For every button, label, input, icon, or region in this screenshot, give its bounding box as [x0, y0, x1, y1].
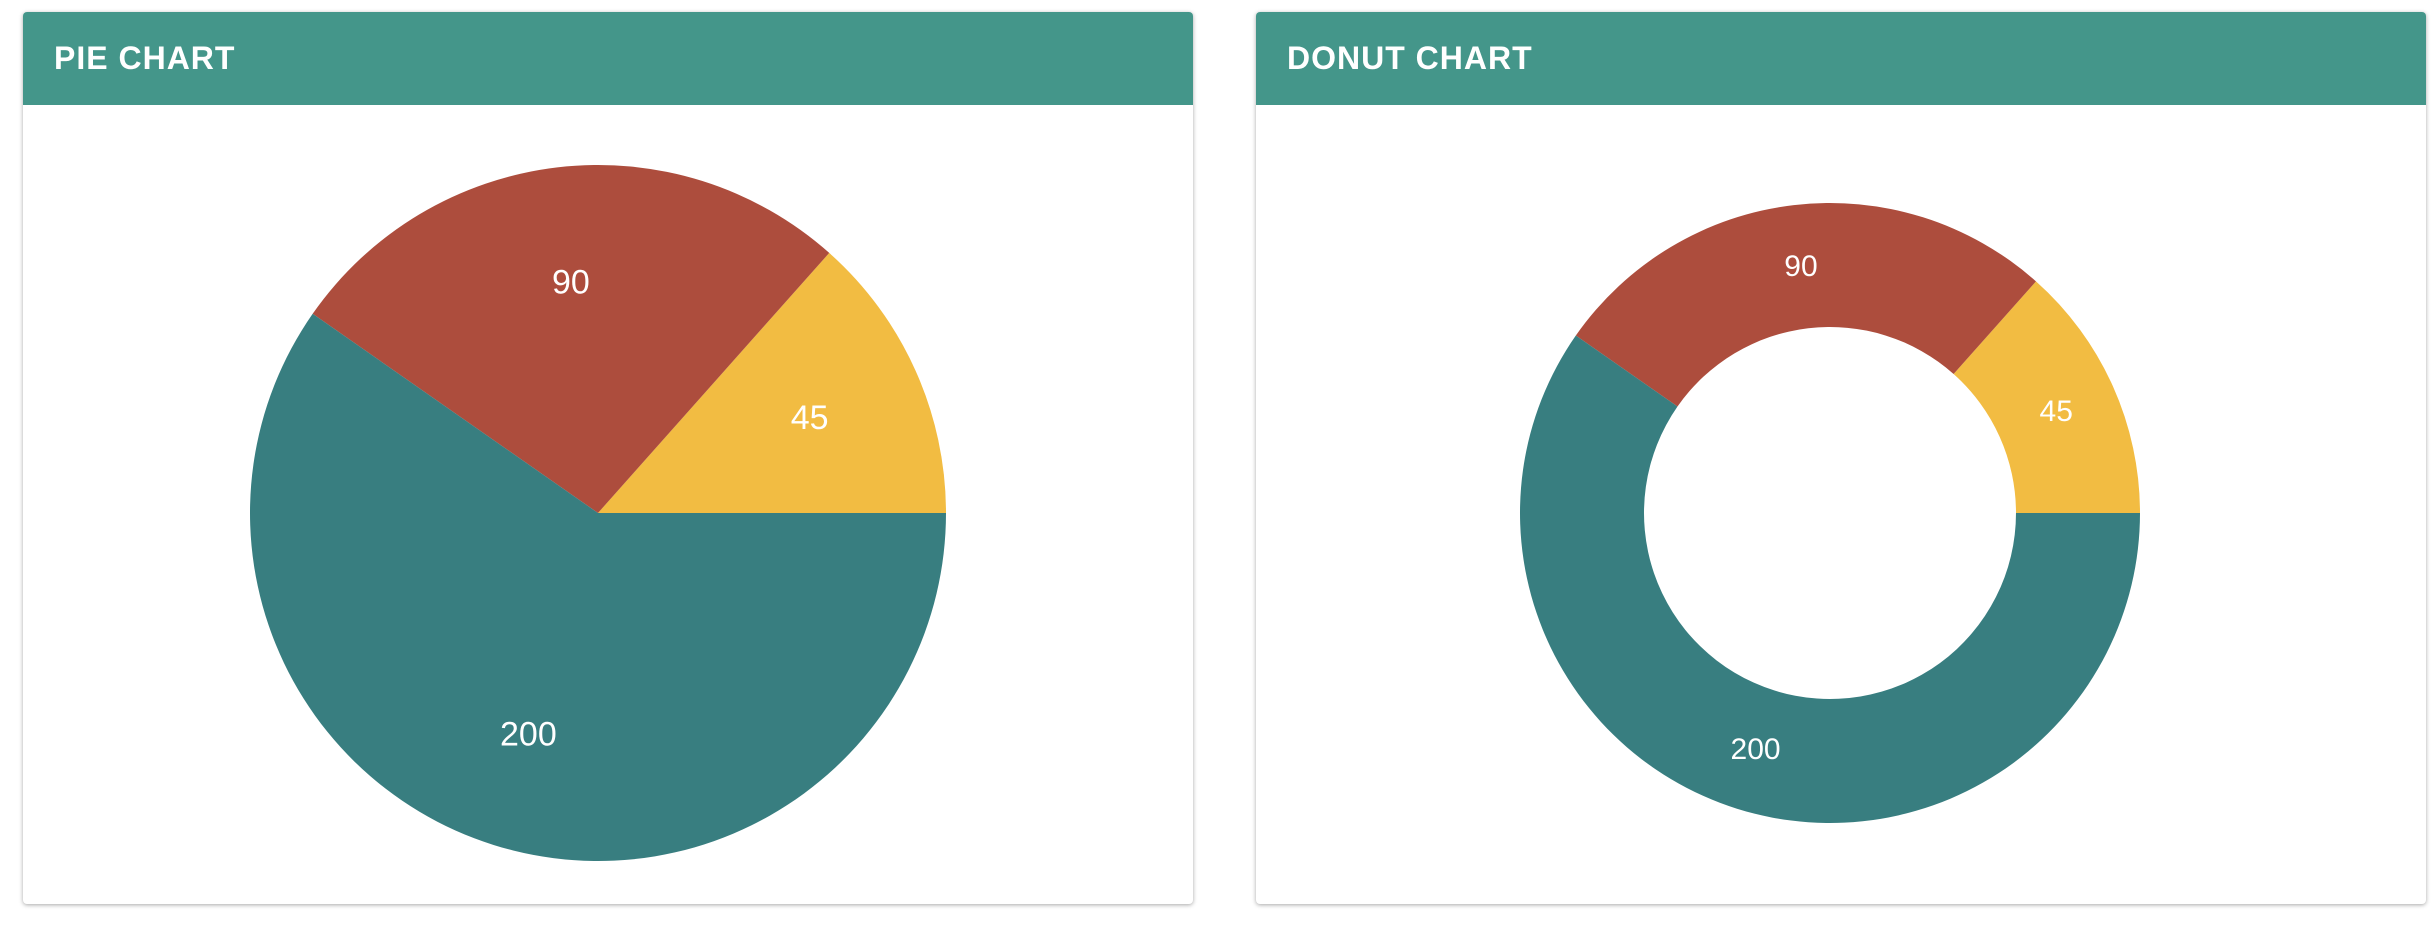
donut-data-label-45: 45	[2040, 395, 2073, 428]
pie-chart: 45 90 200	[250, 165, 947, 861]
pie-slice-200	[250, 313, 947, 861]
donut-data-label-90: 90	[1784, 250, 1817, 283]
donut-slice-45	[1953, 281, 2140, 513]
pie-chart-panel: PIE CHART 45 90 200	[23, 12, 1193, 904]
pie-data-label-90: 90	[552, 264, 590, 302]
donut-chart: 45 90 200	[1520, 203, 2140, 823]
donut-chart-panel: DONUT CHART 45 90 200	[1256, 12, 2426, 904]
donut-chart-header: DONUT CHART	[1256, 12, 2426, 105]
pie-data-label-200: 200	[500, 715, 557, 753]
donut-data-label-200: 200	[1731, 733, 1781, 766]
pie-chart-body: 45 90 200	[23, 105, 1193, 904]
donut-slice-200	[1520, 335, 2140, 823]
pie-slice-90	[312, 165, 830, 514]
pie-slice-45	[598, 252, 946, 513]
donut-chart-title: DONUT CHART	[1287, 40, 1533, 76]
pie-chart-header: PIE CHART	[23, 12, 1193, 105]
donut-slice-90	[1575, 203, 2036, 407]
pie-data-label-45: 45	[791, 399, 829, 437]
pie-chart-title: PIE CHART	[54, 40, 236, 76]
donut-chart-body: 45 90 200	[1256, 105, 2426, 904]
